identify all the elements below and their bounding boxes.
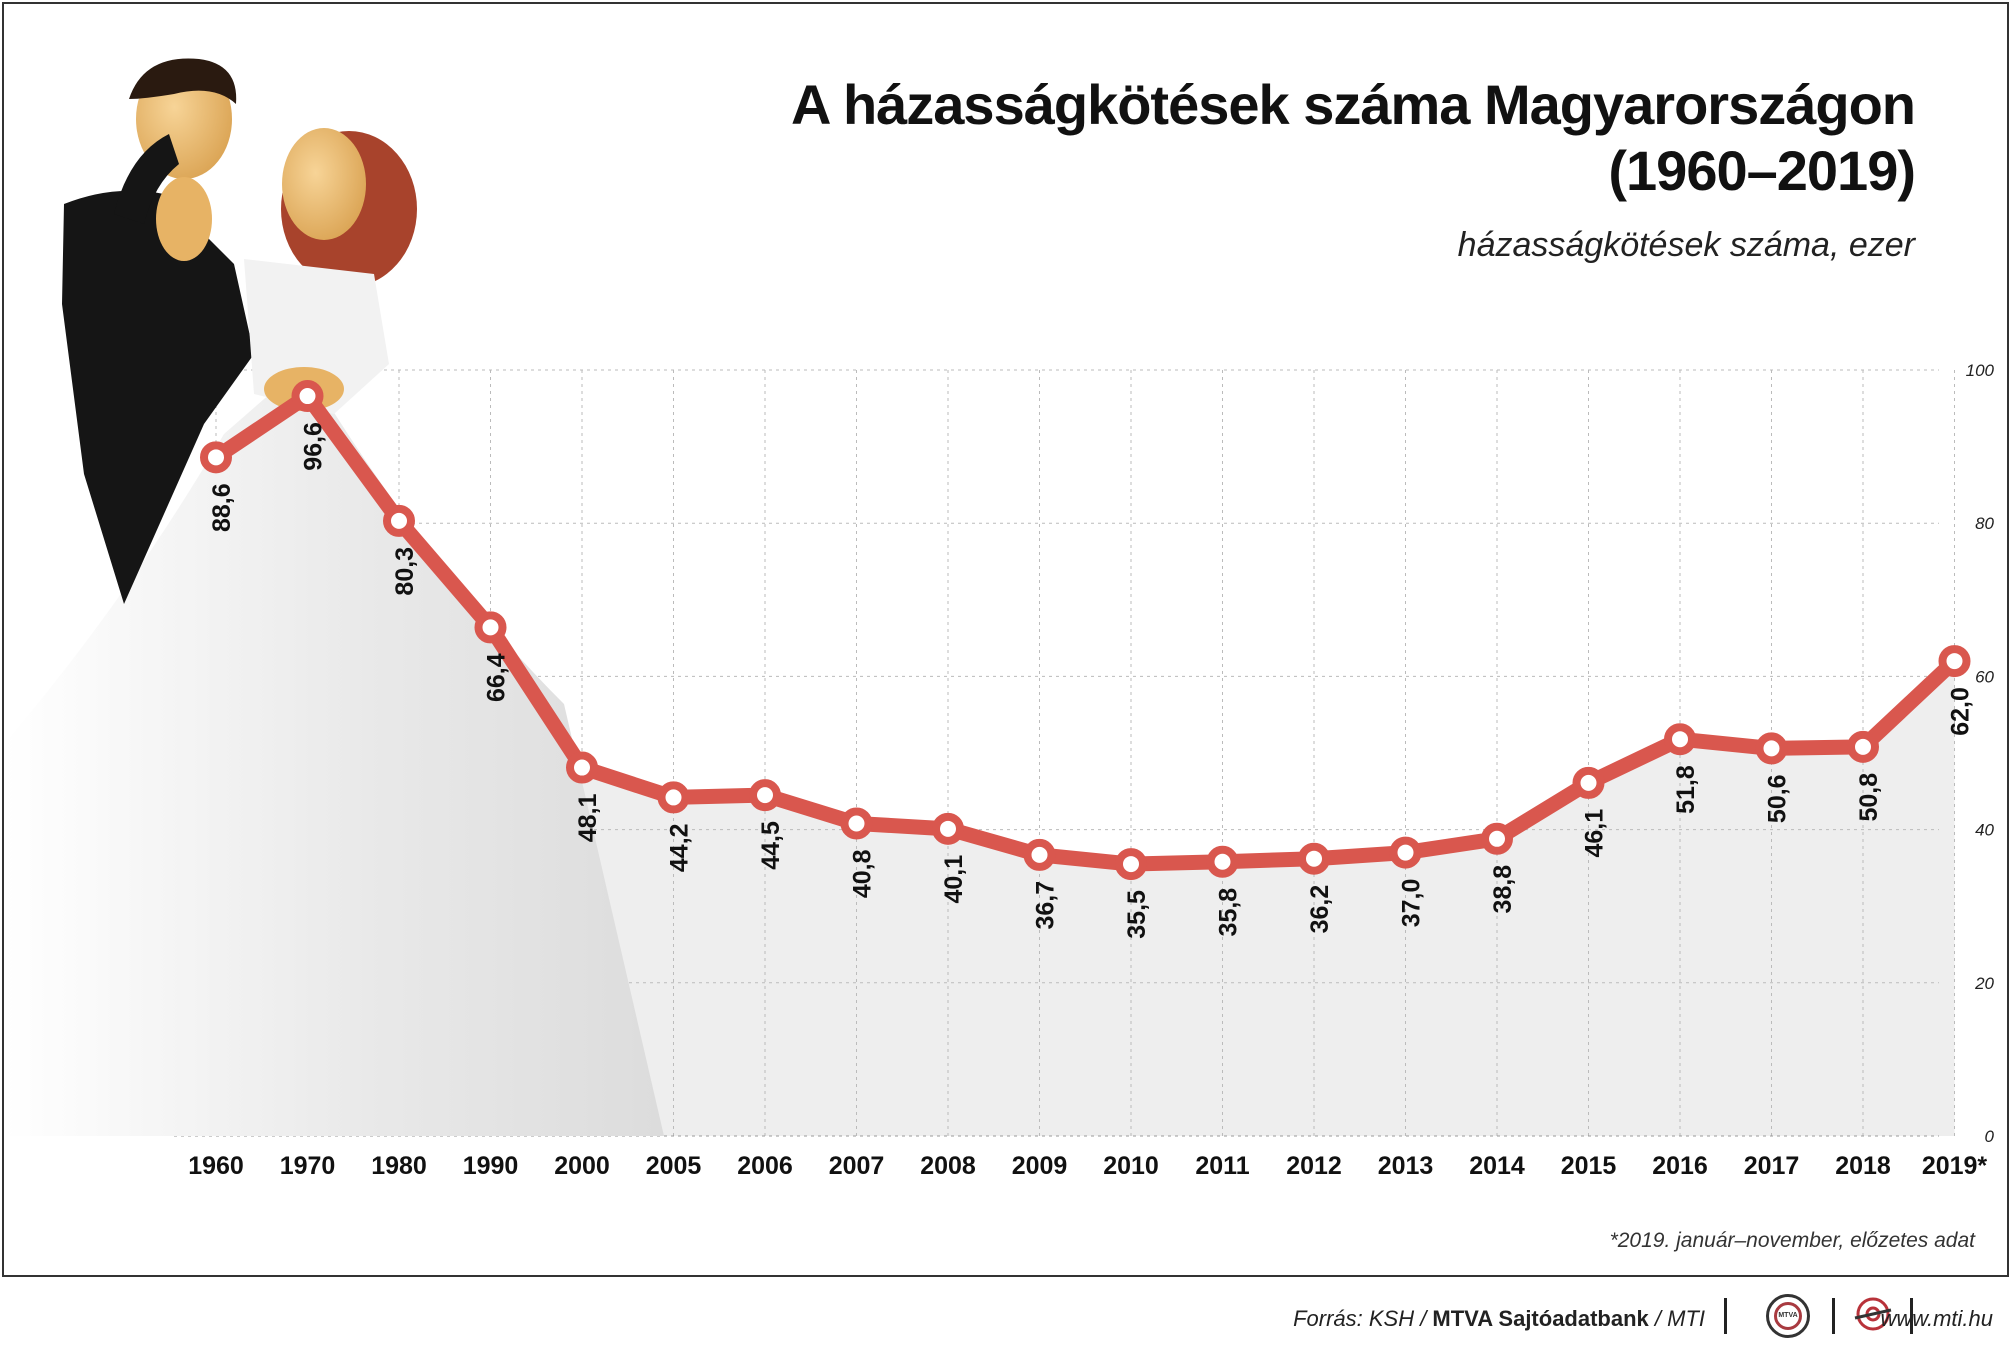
- footnote: *2019. január–november, előzetes adat: [1609, 1229, 1975, 1252]
- data-label: 36,2: [1306, 885, 1334, 934]
- mtva-logo-icon: MTVA: [1766, 1294, 1810, 1338]
- x-tick-label: 2016: [1652, 1152, 1708, 1180]
- logo-text: MTVA: [1778, 1312, 1798, 1319]
- x-tick-label: 2008: [920, 1152, 976, 1180]
- data-point: [1664, 723, 1696, 756]
- x-tick-label: 2013: [1378, 1152, 1434, 1180]
- data-point: [474, 611, 507, 644]
- separator: [1910, 1298, 1913, 1334]
- data-point: [1206, 845, 1239, 878]
- data-label: 37,0: [1398, 879, 1426, 928]
- y-tick-label: 20: [1974, 974, 1994, 993]
- source-credit: Forrás: KSH / MTVA Sajtóadatbank / MTI: [1293, 1306, 1705, 1332]
- y-tick-label: 0: [1985, 1127, 1995, 1146]
- data-point: [1115, 848, 1147, 881]
- x-tick-label: 2000: [554, 1152, 610, 1180]
- data-label: 40,1: [940, 855, 968, 904]
- series-line: [208, 388, 1962, 872]
- data-point: [1755, 732, 1788, 765]
- line-chart: 88,6 96,6 80,3 66,4 48,1 44,2 44,5 40,8 40,1 36,7…: [4, 58, 1995, 1180]
- data-label: 44,5: [757, 821, 785, 870]
- data-label: 35,8: [1215, 888, 1243, 937]
- data-label: 96,6: [300, 422, 328, 471]
- x-tick-label: 2012: [1286, 1152, 1342, 1180]
- x-tick-label: 2007: [829, 1152, 885, 1180]
- x-tick-label: 2006: [737, 1152, 793, 1180]
- data-label: 46,1: [1581, 809, 1609, 858]
- title-line-2: (1960–2019): [1608, 139, 1916, 202]
- mti-logo-icon: [1854, 1297, 1892, 1331]
- y-tick-label: 40: [1975, 821, 1994, 840]
- gridlines: [174, 369, 1955, 1137]
- data-label: 51,8: [1672, 765, 1700, 814]
- x-tick-label: 2005: [646, 1152, 702, 1180]
- wedding-couple-illustration: [4, 58, 664, 1136]
- area-fill: [216, 396, 1955, 1136]
- title-line-1: A házasságkötések száma Magyarországon: [791, 73, 1916, 136]
- series-polyline: [208, 388, 1962, 872]
- area-under-line: [216, 396, 1955, 1136]
- data-label: 88,6: [208, 483, 236, 532]
- x-tick-label: 2014: [1469, 1152, 1525, 1180]
- data-label: 40,8: [849, 849, 877, 898]
- source-prefix: Forrás: KSH /: [1293, 1306, 1433, 1331]
- y-tick-label: 60: [1975, 667, 1994, 686]
- website-link[interactable]: www.mti.hu: [1880, 1306, 1993, 1331]
- x-tick-label: 2010: [1103, 1152, 1159, 1180]
- source-suffix: / MTI: [1648, 1306, 1705, 1331]
- x-tick-label: 1980: [371, 1152, 427, 1180]
- separator: [1832, 1298, 1835, 1334]
- data-label: 50,8: [1855, 773, 1883, 822]
- x-axis-ticks: 1960 1970 1980 1990 2000 2005 2006 2007 2008 2009…: [188, 1152, 1987, 1180]
- data-point: [383, 504, 415, 537]
- data-point: [749, 779, 781, 812]
- x-tick-label: 2015: [1561, 1152, 1617, 1180]
- x-tick-label: 2009: [1012, 1152, 1068, 1180]
- data-point: [657, 781, 690, 814]
- data-point: [1938, 645, 1971, 678]
- data-point: [291, 380, 324, 413]
- x-tick-label: 1970: [280, 1152, 336, 1180]
- data-point: [566, 751, 598, 784]
- y-tick-label: 100: [1966, 361, 1995, 380]
- chart-subtitle: házasságkötések száma, ezer: [1457, 226, 1915, 264]
- data-label: 66,4: [483, 653, 511, 702]
- data-label: 62,0: [1947, 687, 1975, 736]
- chart-title: A házasságkötések száma Magyarországon (…: [791, 72, 1916, 204]
- source-bold: MTVA Sajtóadatbank: [1432, 1306, 1649, 1331]
- y-axis-ticks: 0 20 40 60 80 100: [1966, 361, 1995, 1146]
- x-tick-label: 2018: [1835, 1152, 1891, 1180]
- x-tick-label: 1990: [463, 1152, 519, 1180]
- x-tick-label: 2017: [1744, 1152, 1800, 1180]
- data-label: 48,1: [574, 793, 602, 842]
- data-point: [1481, 822, 1513, 855]
- data-labels: 88,6 96,6 80,3 66,4 48,1 44,2 44,5 40,8 40,1 36,7…: [208, 422, 1975, 939]
- data-point: [200, 441, 232, 474]
- footer: Forrás: KSH / MTVA Sajtóadatbank / MTI M…: [0, 1282, 2015, 1350]
- data-label: 36,7: [1032, 881, 1060, 930]
- separator: [1724, 1298, 1727, 1334]
- data-point: [1572, 766, 1605, 799]
- data-point: [840, 807, 873, 840]
- data-point: [1389, 836, 1422, 869]
- data-label: 38,8: [1489, 865, 1517, 914]
- x-tick-label: 2011: [1195, 1152, 1249, 1180]
- data-point: [1847, 730, 1879, 763]
- data-label: 50,6: [1764, 774, 1792, 823]
- y-tick-label: 80: [1975, 514, 1994, 533]
- data-label: 80,3: [391, 547, 419, 596]
- data-label: 44,2: [666, 823, 694, 872]
- data-point: [1023, 838, 1056, 871]
- chart-frame: 88,6 96,6 80,3 66,4 48,1 44,2 44,5 40,8 40,1 36,7…: [2, 2, 2009, 1277]
- x-tick-label: 1960: [188, 1152, 244, 1180]
- data-label: 35,5: [1123, 890, 1151, 939]
- x-tick-label: 2019*: [1922, 1152, 1988, 1180]
- data-point: [932, 812, 964, 845]
- data-point: [1298, 842, 1330, 875]
- data-points: [200, 380, 1971, 881]
